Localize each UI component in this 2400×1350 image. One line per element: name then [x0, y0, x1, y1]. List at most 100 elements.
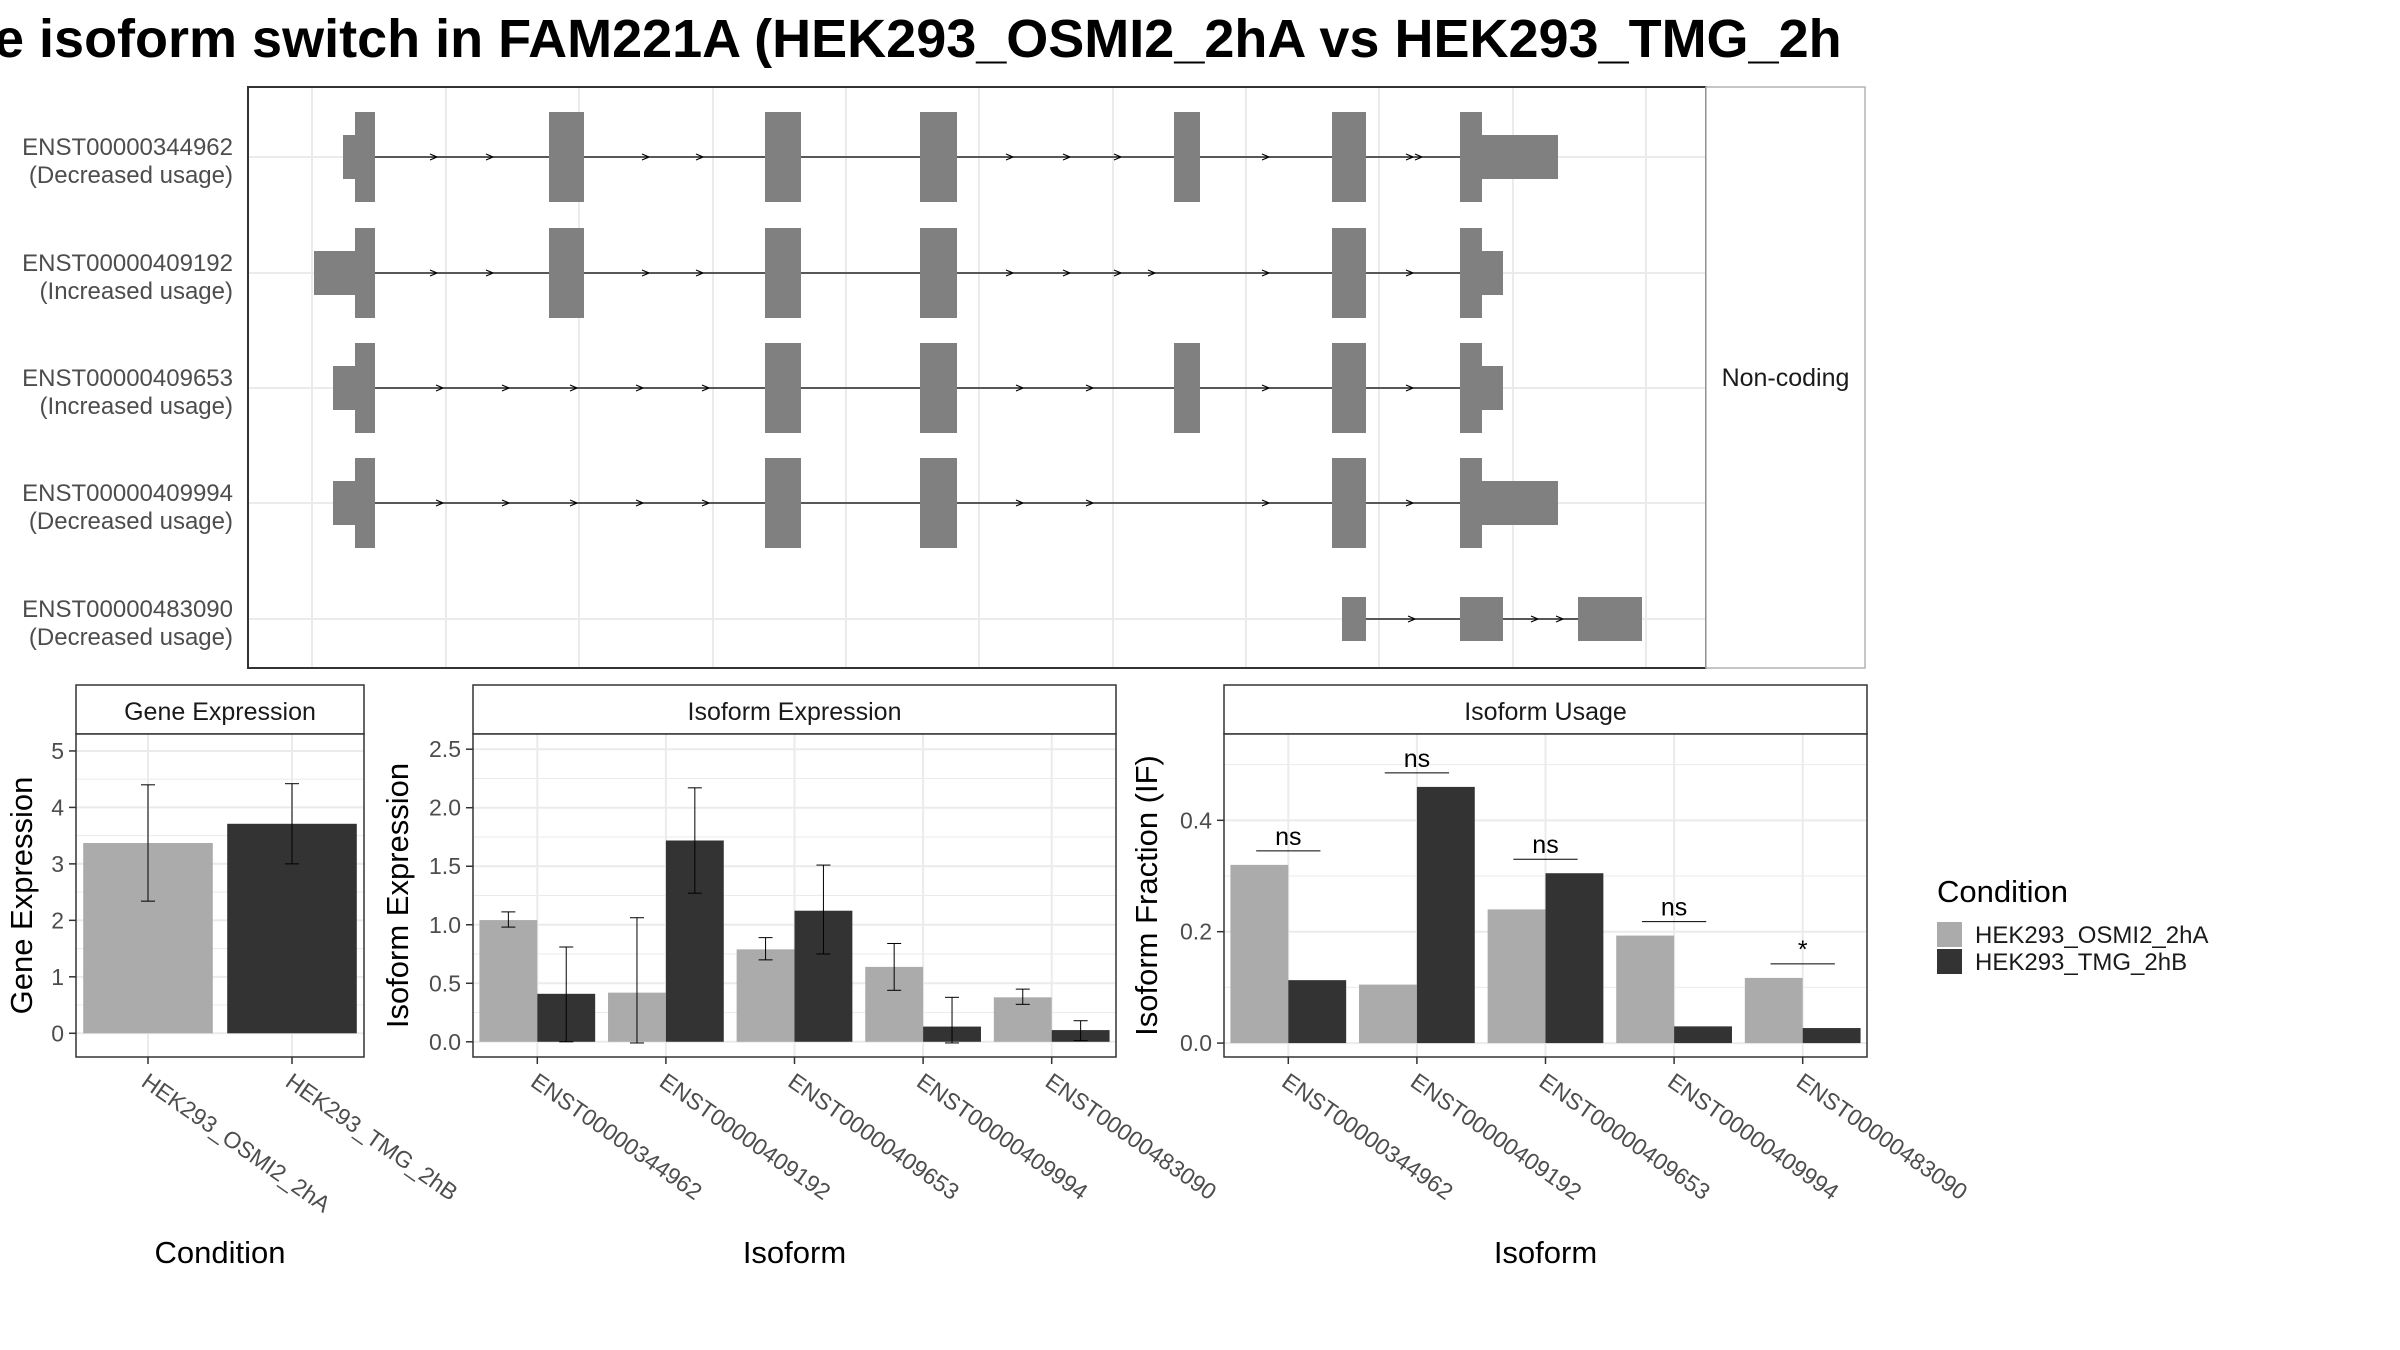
- transcript-id-label: ENST00000409653: [22, 365, 233, 392]
- x-axis-title: Condition: [155, 1235, 286, 1270]
- y-tick-label: 2.5: [429, 736, 461, 762]
- intron-arrow: [1147, 269, 1157, 277]
- intron-arrow: [501, 384, 511, 392]
- intron-arrow: [1405, 269, 1415, 277]
- exon-block: [343, 135, 355, 179]
- y-axis-title: Isoform Expression: [380, 763, 415, 1028]
- transcript-id-label: ENST00000409192: [22, 250, 233, 277]
- exon-block: [314, 251, 355, 295]
- transcript-model: [343, 112, 1558, 202]
- bar: [736, 949, 795, 1042]
- bar: [479, 920, 538, 1042]
- intron-arrow: [1005, 153, 1015, 161]
- intron-arrow: [1261, 499, 1271, 507]
- bar: [1359, 984, 1417, 1044]
- intron-arrow: [695, 269, 705, 277]
- transcript-usage-label: (Increased usage): [40, 278, 233, 305]
- intron-arrow: [1113, 269, 1123, 277]
- exon-block: [765, 458, 801, 548]
- exon-block: [1460, 112, 1482, 202]
- y-tick-label: 0.0: [429, 1029, 461, 1055]
- exon-block: [1460, 343, 1482, 433]
- exon-block: [1482, 366, 1503, 410]
- exon-block: [1482, 251, 1503, 295]
- significance-label: ns: [1404, 745, 1430, 773]
- exon-block: [1332, 112, 1366, 202]
- intron-arrow: [1113, 153, 1123, 161]
- significance-label: ns: [1532, 831, 1558, 859]
- intron-arrow: [1261, 153, 1271, 161]
- intron-arrow: [429, 153, 439, 161]
- intron-arrow: [635, 384, 645, 392]
- x-axis-title: Isoform: [743, 1235, 846, 1270]
- legend-swatch: [1937, 922, 1962, 947]
- bar: [1744, 977, 1803, 1044]
- exon-block: [1332, 458, 1366, 548]
- bar: [1545, 873, 1604, 1044]
- y-tick-label: 0.0: [1180, 1030, 1212, 1056]
- y-tick-label: 4: [51, 794, 64, 820]
- y-tick-label: 0: [51, 1020, 64, 1046]
- panel-title: Isoform Expression: [688, 698, 902, 726]
- exon-block: [920, 228, 957, 318]
- legend-swatch: [1937, 949, 1962, 974]
- intron-arrow: [429, 269, 439, 277]
- intron-arrow: [695, 153, 705, 161]
- panel-title-strip: [1223, 684, 1868, 735]
- bar: [1674, 1026, 1732, 1044]
- gene-structure-panel: ENST00000344962(Decreased usage)ENST0000…: [22, 86, 1866, 669]
- bar: [1230, 864, 1289, 1044]
- exon-block: [765, 228, 801, 318]
- transcript-usage-label: (Decreased usage): [29, 162, 233, 189]
- y-tick-label: 5: [51, 738, 64, 764]
- exon-block: [355, 343, 375, 433]
- exon-block: [765, 343, 801, 433]
- x-axis-title: Isoform: [1494, 1235, 1597, 1270]
- intron-arrow: [701, 384, 711, 392]
- y-tick-label: 1.5: [429, 853, 461, 879]
- exon-block: [920, 343, 957, 433]
- exon-block: [920, 112, 957, 202]
- exon-block: [1174, 343, 1200, 433]
- exon-block: [333, 481, 355, 525]
- panel-title-strip: [75, 684, 365, 735]
- significance-label: *: [1798, 936, 1808, 964]
- intron-arrow: [485, 153, 495, 161]
- panel-title-strip: [472, 684, 1117, 735]
- exon-block: [549, 228, 584, 318]
- panel-border: [75, 733, 365, 1058]
- figure-title: e isoform switch in FAM221A (HEK293_OSMI…: [0, 9, 1842, 69]
- isoform-usage-panel: Isoform Usage0.00.20.4nsnsnsns*ENST00000…: [1129, 684, 1972, 1270]
- intron-arrow: [1405, 499, 1415, 507]
- legend-item-label: HEK293_OSMI2_2hA: [1975, 922, 2208, 949]
- intron-arrow: [1405, 153, 1415, 161]
- intron-arrow: [1085, 499, 1095, 507]
- bar: [1487, 909, 1546, 1044]
- intron-arrow: [435, 384, 445, 392]
- legend-item-label: HEK293_TMG_2hB: [1975, 949, 2187, 976]
- intron-arrow: [1555, 615, 1565, 623]
- intron-arrow: [1530, 615, 1540, 623]
- exon-block: [1174, 112, 1200, 202]
- exon-block: [1482, 135, 1558, 179]
- exon-block: [1460, 228, 1482, 318]
- intron-arrow: [501, 499, 511, 507]
- intron-arrow: [1261, 384, 1271, 392]
- transcript-model: [333, 343, 1503, 433]
- transcript-usage-label: (Increased usage): [40, 393, 233, 420]
- exon-block: [355, 228, 375, 318]
- exon-block: [1332, 228, 1366, 318]
- intron-arrow: [635, 499, 645, 507]
- transcript-model: [1342, 597, 1642, 641]
- exon-block: [1482, 481, 1558, 525]
- y-tick-label: 0.2: [1180, 919, 1212, 945]
- y-axis-title: Isoform Fraction (IF): [1129, 755, 1164, 1036]
- exon-block: [355, 458, 375, 548]
- significance-label: ns: [1661, 894, 1687, 922]
- y-tick-label: 2: [51, 907, 64, 933]
- y-axis-title: Gene Expression: [4, 777, 39, 1015]
- y-tick-label: 1: [51, 964, 64, 990]
- transcript-id-label: ENST00000344962: [22, 134, 233, 161]
- intron-arrow: [1015, 384, 1025, 392]
- transcript-usage-label: (Decreased usage): [29, 508, 233, 535]
